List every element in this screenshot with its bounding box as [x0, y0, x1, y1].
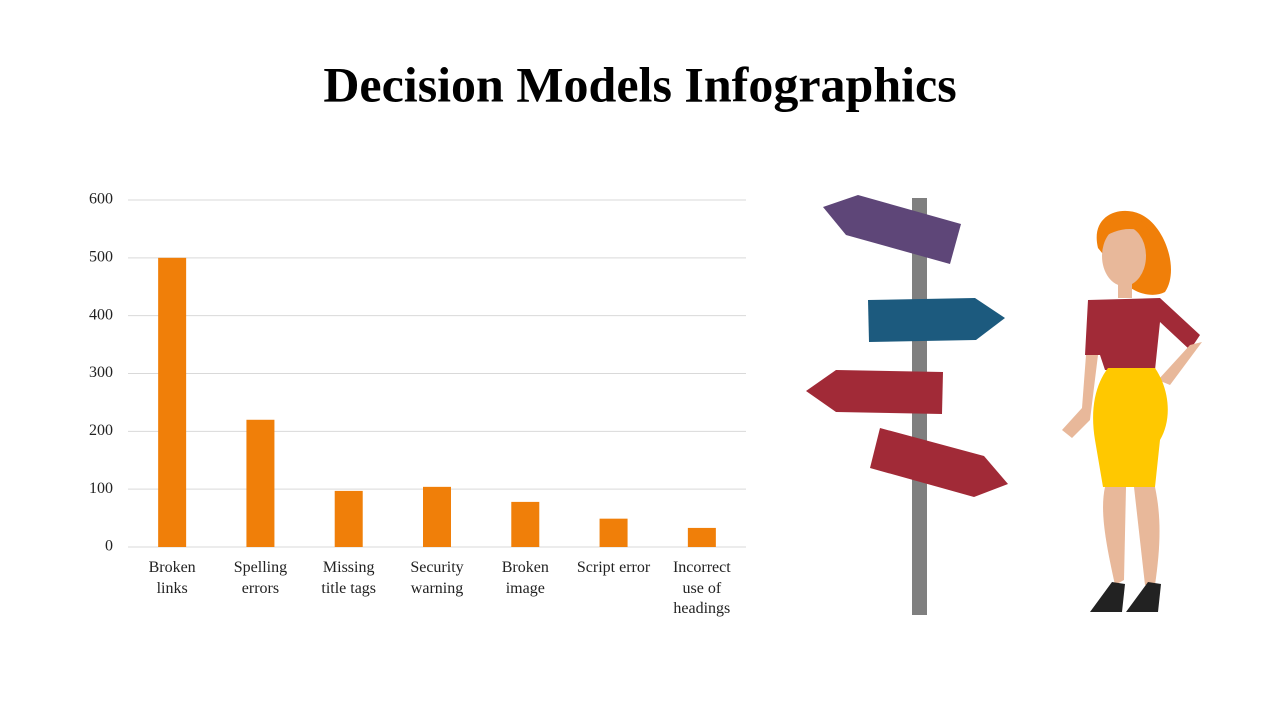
chart-title: Decision Models Infographics: [323, 56, 956, 112]
y-tick-label: 0: [105, 538, 113, 555]
x-tick-label: Incorrect use of headings: [672, 559, 731, 617]
y-tick-label: 500: [89, 249, 113, 266]
y-tick-label: 200: [89, 422, 113, 439]
x-tick-label: Missing title tags: [321, 559, 377, 597]
bar: [334, 490, 363, 547]
x-tick-label: Broken links: [148, 559, 196, 597]
bar: [511, 501, 540, 547]
y-tick-label: 100: [89, 480, 113, 497]
woman-illustration: [1062, 210, 1202, 612]
x-tick-label: Security warning: [410, 559, 464, 597]
x-tick-label: Broken image: [501, 559, 549, 597]
x-tick-label: Script error: [576, 559, 651, 576]
bar: [158, 257, 187, 547]
x-tick-label: Spelling errors: [233, 559, 288, 597]
signpost-illustration: [806, 195, 1008, 615]
bar: [687, 527, 716, 547]
bar: [246, 419, 275, 547]
bar: [599, 518, 628, 547]
y-tick-label: 300: [89, 364, 113, 381]
y-tick-label: 600: [89, 191, 113, 208]
y-tick-label: 400: [89, 306, 113, 323]
bar: [423, 486, 451, 547]
